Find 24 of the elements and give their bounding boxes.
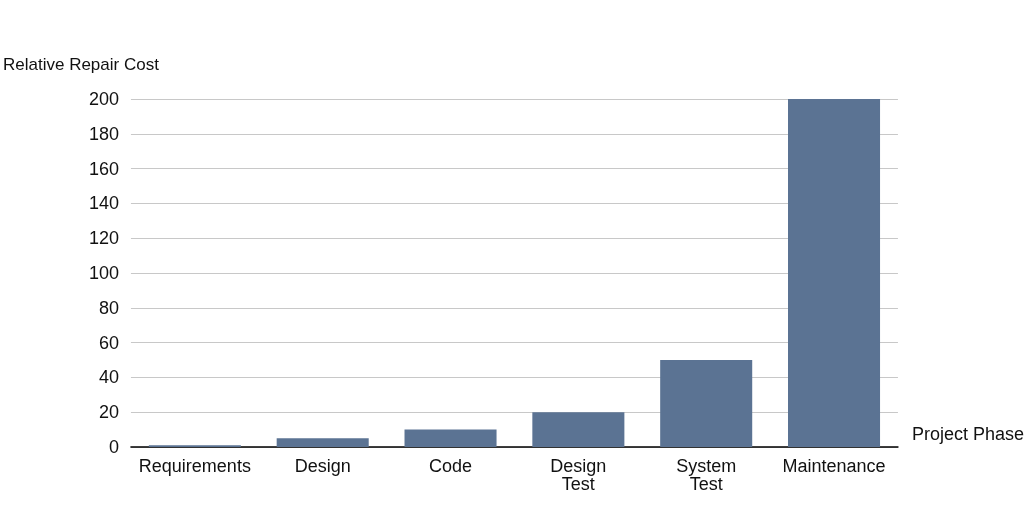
y-tick-label: 180 — [88, 123, 119, 144]
bar — [788, 99, 881, 447]
bar — [532, 412, 625, 447]
y-tick-label: 80 — [98, 297, 119, 318]
x-axis-title: Project Phase — [911, 424, 1024, 444]
y-tick-label: 20 — [98, 402, 119, 423]
bar — [276, 438, 369, 447]
y-tick-label: 140 — [88, 193, 119, 214]
y-tick-label: 60 — [98, 332, 119, 353]
x-tick-label: Requirements — [138, 456, 251, 476]
y-tick-label: 40 — [98, 367, 119, 388]
bar — [660, 360, 753, 447]
x-tick-label: Code — [429, 456, 473, 476]
x-tick-label: System Test — [676, 456, 737, 494]
y-tick-label: 120 — [88, 228, 119, 249]
y-tick-label: 200 — [88, 89, 119, 109]
x-tick-label: Design — [294, 456, 351, 476]
bar — [404, 429, 497, 447]
y-tick-label: 0 — [108, 437, 119, 457]
x-tick-label: Maintenance — [782, 456, 886, 476]
y-axis-title: Relative Repair Cost — [3, 54, 160, 74]
x-tick-label: Design Test — [550, 456, 607, 494]
y-tick-label: 160 — [88, 158, 119, 179]
y-tick-label: 100 — [88, 263, 119, 283]
